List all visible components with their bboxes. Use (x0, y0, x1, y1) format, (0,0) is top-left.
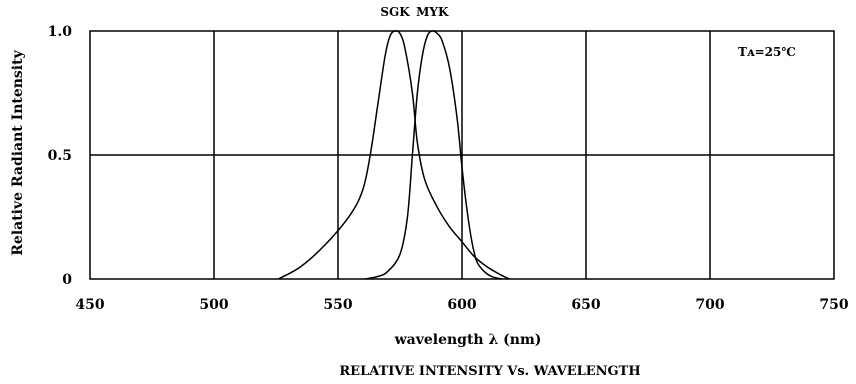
series-line-sgk (278, 30, 510, 280)
temperature-annotation: Tᴀ=25℃ (738, 45, 796, 59)
x-tick-label: 450 (75, 297, 104, 313)
y-tick-label: 0.5 (48, 148, 72, 164)
x-tick-label: 600 (447, 297, 476, 313)
x-tick-label: 750 (819, 297, 848, 313)
series-line-myk (365, 30, 502, 280)
chart-title: RELATIVE INTENSITY Vs. WAVELENGTH (339, 364, 640, 379)
series-label-sgk: SGK (380, 5, 410, 19)
grid (90, 31, 834, 279)
x-axis-label: wavelength λ (nm) (394, 332, 542, 348)
y-tick-label: 0 (62, 272, 72, 288)
plot-frame (89, 30, 835, 280)
x-tick-label: 500 (199, 297, 228, 313)
x-tick-label: 550 (323, 297, 352, 313)
series-layer (278, 30, 510, 280)
series-label-myk: MYK (416, 5, 449, 19)
x-tick-label: 700 (695, 297, 724, 313)
y-axis-label: Relative Radiant Intensity (10, 49, 26, 255)
tick-labels: 450 500 550 600 650 700 750 0 0.5 1.0 (48, 24, 849, 313)
x-tick-label: 650 (571, 297, 600, 313)
y-tick-label: 1.0 (48, 24, 73, 40)
